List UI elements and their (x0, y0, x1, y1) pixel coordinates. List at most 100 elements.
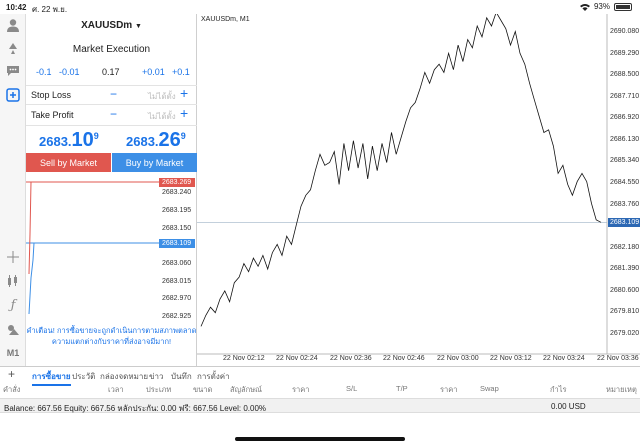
volume-minus-001[interactable]: -0.01 (59, 67, 80, 77)
bid-price: 2683.109 (39, 129, 99, 152)
price-series-line (200, 14, 602, 327)
chart-title: XAUUSDm, M1 (201, 16, 250, 23)
buy-by-market-button[interactable]: Buy by Market (112, 153, 197, 172)
divider (26, 104, 197, 105)
tick-chart (26, 181, 159, 315)
y-axis-tick: 2685.340 (610, 157, 640, 165)
tab-settings[interactable]: การตั้งค่า (197, 372, 230, 381)
x-axis-tick: 22 Nov 02:46 (383, 355, 425, 362)
volume-value[interactable]: 0.17 (102, 67, 120, 77)
volume-minus-01[interactable]: -0.1 (36, 67, 52, 77)
x-axis-tick: 22 Nov 03:36 (597, 355, 639, 362)
account-icon[interactable] (3, 16, 23, 34)
stop-loss-row: Stop Loss − ไม่ได้ตั้ง + (26, 85, 197, 102)
bid-price-sup: 9 (93, 131, 99, 141)
timeframe-button[interactable]: M1 (6, 348, 20, 358)
y-axis-tick: 2679.020 (610, 330, 640, 337)
price-chart[interactable]: XAUUSDm, M1 2690.080 2689.290 2688.500 2687… (197, 14, 640, 366)
status-indicators: 93% (579, 2, 632, 11)
warning-line-1: คำเตือน! การซื้อขายจะถูกดำเนินการตามสภาพ… (26, 326, 197, 335)
take-profit-label: Take Profit (31, 110, 74, 120)
column-header[interactable]: เวลา (108, 385, 124, 394)
column-header[interactable]: ราคา (440, 385, 458, 394)
tab-news[interactable]: ข่าว (149, 372, 164, 381)
ask-price-tag: 2683.269 (159, 178, 195, 187)
chat-icon[interactable] (3, 62, 23, 80)
function-icon[interactable]: ƒ (10, 297, 16, 313)
tab-mailbox[interactable]: กล่องจดหมาย (100, 372, 149, 381)
y-axis-tick: 2689.290 (610, 49, 640, 57)
y-axis-tick: 2688.500 (610, 71, 640, 79)
new-order-icon[interactable] (3, 86, 23, 104)
tick-label: 2683.195 (162, 207, 192, 214)
ask-price: 2683.269 (126, 129, 186, 152)
stop-loss-label: Stop Loss (31, 90, 72, 100)
volume-plus-01[interactable]: +0.1 (172, 67, 190, 77)
execution-type[interactable]: Market Execution (72, 44, 151, 55)
divider (26, 85, 197, 86)
take-profit-value[interactable]: ไม่ได้ตั้ง (148, 112, 176, 121)
total-profit: 0.00 USD (551, 402, 586, 411)
column-header[interactable]: T/P (396, 384, 408, 393)
stop-loss-minus-button[interactable]: − (110, 87, 118, 101)
take-profit-row: Take Profit − ไม่ได้ตั้ง + (26, 105, 197, 122)
objects-icon[interactable] (3, 320, 23, 338)
tab-trade[interactable]: การซื้อขาย (32, 370, 71, 386)
indicators-icon[interactable] (3, 272, 23, 290)
sell-by-market-button[interactable]: Sell by Market (26, 153, 111, 172)
symbol-name: XAUUSDm (81, 20, 133, 31)
ask-price-big: 26 (158, 129, 181, 151)
execution-warning: คำเตือน! การซื้อขายจะถูกดำเนินการตามสภาพ… (26, 325, 197, 347)
warning-line-2: ความแตกต่างกับราคาที่ส่งอาจมีมาก! (51, 337, 172, 346)
column-header[interactable]: Swap (480, 384, 499, 393)
column-header[interactable]: สัญลักษณ์ (230, 385, 263, 394)
left-toolbar: ƒ M1 (0, 14, 26, 366)
column-header[interactable]: ประเภท (146, 385, 172, 394)
x-axis-tick: 22 Nov 02:12 (223, 355, 265, 362)
bid-price-tag: 2683.109 (159, 239, 195, 248)
table-header: คำสั่ง เวลา ประเภท ขนาด สัญลักษณ์ ราคา S… (0, 382, 640, 395)
y-axis-tick: 2686.130 (610, 135, 640, 143)
column-header[interactable]: S/L (346, 384, 358, 393)
x-axis-tick: 22 Nov 03:00 (437, 355, 479, 362)
column-header[interactable]: ขนาด (193, 385, 213, 394)
crosshair-icon[interactable] (3, 248, 23, 266)
tab-history[interactable]: ประวัติ (72, 372, 96, 381)
bid-tick-series (28, 242, 159, 315)
chart-canvas[interactable] (197, 14, 640, 366)
stop-loss-value[interactable]: ไม่ได้ตั้ง (148, 92, 176, 101)
clock: 10:42 (6, 3, 27, 12)
column-header[interactable]: หมายเหตุ (606, 385, 637, 394)
volume-plus-001[interactable]: +0.01 (142, 67, 165, 77)
wifi-icon (579, 3, 590, 11)
column-header[interactable]: ราคา (292, 385, 310, 394)
volume-stepper: -0.1 -0.01 0.17 +0.01 +0.1 (26, 67, 197, 79)
date: ศ. 22 พ.ย. (32, 5, 68, 14)
tick-label: 2683.150 (162, 225, 192, 232)
balance-summary: Balance: 667.56 Equity: 667.56 หลักประกั… (4, 404, 267, 413)
y-axis-tick: 2681.390 (610, 265, 640, 273)
tab-journal[interactable]: บันทึก (171, 372, 192, 381)
take-profit-minus-button[interactable]: − (110, 107, 118, 121)
home-indicator[interactable] (235, 437, 405, 441)
ask-tick-series (28, 181, 159, 275)
tick-label: 2683.060 (162, 260, 192, 267)
column-header[interactable]: กำไร (550, 385, 567, 394)
bid-price-big: 10 (71, 129, 94, 151)
signals-icon[interactable] (3, 38, 23, 56)
bid-price-prefix: 2683. (39, 134, 72, 149)
tick-label: 2683.015 (162, 278, 192, 285)
y-axis-tick: 2682.180 (610, 243, 640, 251)
y-axis-tick: 2683.760 (610, 200, 640, 208)
add-icon[interactable]: + (8, 367, 16, 381)
symbol-selector[interactable]: XAUUSDm ▼ (26, 20, 197, 31)
y-axis-tick: 2690.080 (610, 28, 640, 35)
chevron-down-icon: ▼ (134, 23, 142, 30)
stop-loss-plus-button[interactable]: + (180, 85, 189, 101)
y-axis-tick: 2680.600 (610, 286, 640, 294)
tick-label: 2683.240 (162, 189, 192, 196)
column-header[interactable]: คำสั่ง (3, 385, 21, 394)
take-profit-plus-button[interactable]: + (180, 105, 189, 121)
divider (26, 125, 197, 126)
ask-price-prefix: 2683. (126, 134, 159, 149)
